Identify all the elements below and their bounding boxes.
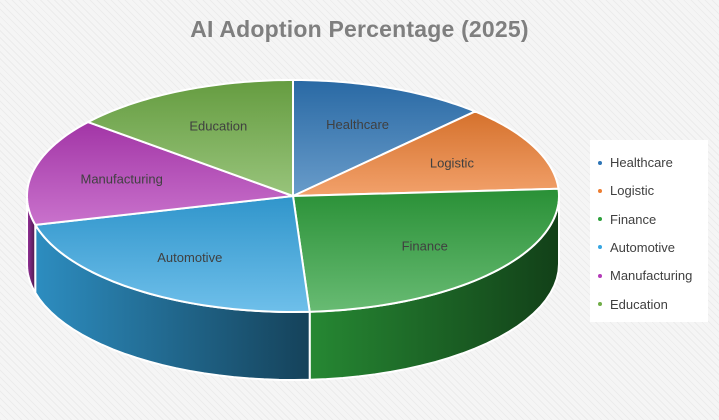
legend-marker-education [598,302,602,307]
pie-labels: Healthcare Logistic Finance Automotive Manuf… [81,117,475,265]
slice-label-education: Education [189,119,247,134]
legend-item-automotive: Automotive [598,239,675,257]
slice-label-manufacturing: Manufacturing [81,171,163,186]
legend-item-education: Education [598,296,668,314]
legend-marker-finance [598,217,602,222]
slice-label-healthcare: Healthcare [326,117,389,132]
pie-slice-healthcare [292,79,477,197]
pie-slice-education [87,79,294,197]
legend-label: Manufacturing [610,268,693,284]
pie-slice-manufacturing [26,121,294,226]
pie-slice-finance [292,187,560,313]
slice-label-finance: Finance [402,239,448,254]
legend-label: Healthcare [610,155,673,170]
legend-label: Education [610,296,668,312]
slice-label-automotive: Automotive [157,250,222,265]
chart-title: AI Adoption Percentage (2025) [190,16,529,42]
slice-label-logistic: Logistic [430,155,475,170]
legend-item-finance: Finance [598,211,656,229]
legend: Healthcare Logistic Finance Automotive Manuf… [590,140,708,322]
legend-label: Automotive [610,239,676,255]
legend-marker-automotive [598,245,602,250]
pie-tops [26,79,560,313]
legend-marker-healthcare [598,160,602,165]
legend-label: Finance [610,211,657,227]
pie-slice-automotive [34,195,311,313]
legend-marker-manufacturing [598,273,602,278]
legend-label: Logistic [610,183,655,199]
legend-item-healthcare: Healthcare [598,154,673,172]
legend-item-manufacturing: Manufacturing [598,267,692,285]
legend-item-logistic: Logistic [598,182,654,200]
pie-slice-logistic [292,110,560,197]
legend-marker-logistic [598,188,602,193]
